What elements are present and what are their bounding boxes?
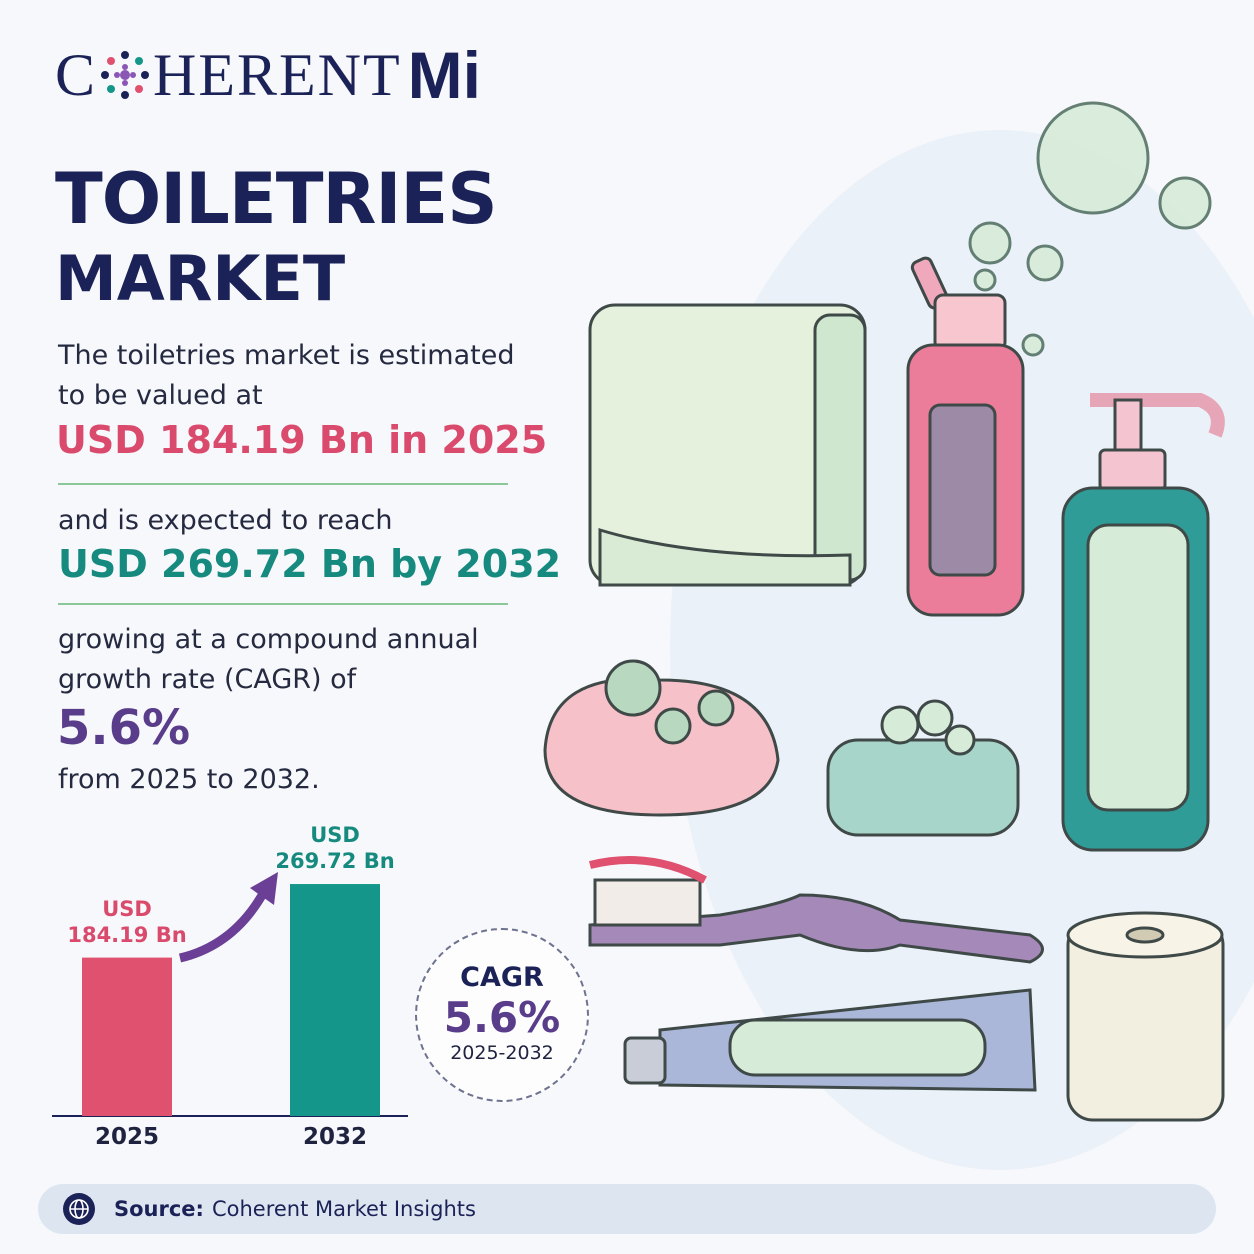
- globe-icon: [63, 1193, 95, 1225]
- cagr-badge: CAGR 5.6% 2025-2032: [415, 928, 589, 1102]
- logo: C HERENT Mi: [55, 38, 481, 112]
- source-label: Source:: [114, 1197, 204, 1221]
- value-2032-text: USD 269.72 Bn by 2032: [58, 542, 562, 586]
- bar: [290, 884, 380, 1116]
- badge-title: CAGR: [460, 962, 544, 993]
- logo-start: C: [55, 41, 98, 108]
- bar: [82, 957, 172, 1116]
- intro-text: The toiletries market is estimated to be…: [58, 340, 515, 411]
- divider: [58, 483, 508, 485]
- period-text: from 2025 to 2032.: [58, 764, 320, 795]
- x-tick-label: 2025: [94, 1124, 159, 1150]
- value-2025-text: USD 184.19 Bn in 2025: [56, 418, 548, 462]
- logo-mark: Mi: [407, 38, 481, 112]
- badge-value: 5.6%: [443, 993, 561, 1042]
- source-bar: Source: Coherent Market Insights: [38, 1184, 1216, 1234]
- cagr-text: 5.6%: [57, 700, 191, 756]
- x-tick-label: 2032: [302, 1124, 367, 1150]
- divider: [58, 603, 508, 605]
- title: TOILETRIES: [55, 158, 498, 240]
- logo-dots: [101, 51, 150, 99]
- badge-years: 2025-2032: [450, 1042, 554, 1064]
- source-text: Coherent Market Insights: [211, 1197, 476, 1221]
- value-label: USD 269.72 Bn: [275, 823, 395, 874]
- subtitle: MARKET: [55, 242, 346, 315]
- value-label: USD 184.19 Bn: [67, 896, 187, 947]
- expected-text: and is expected to reach: [58, 505, 393, 536]
- logo-end: HERENT: [153, 41, 402, 108]
- growing-text: growing at a compound annual growth rate…: [58, 624, 479, 695]
